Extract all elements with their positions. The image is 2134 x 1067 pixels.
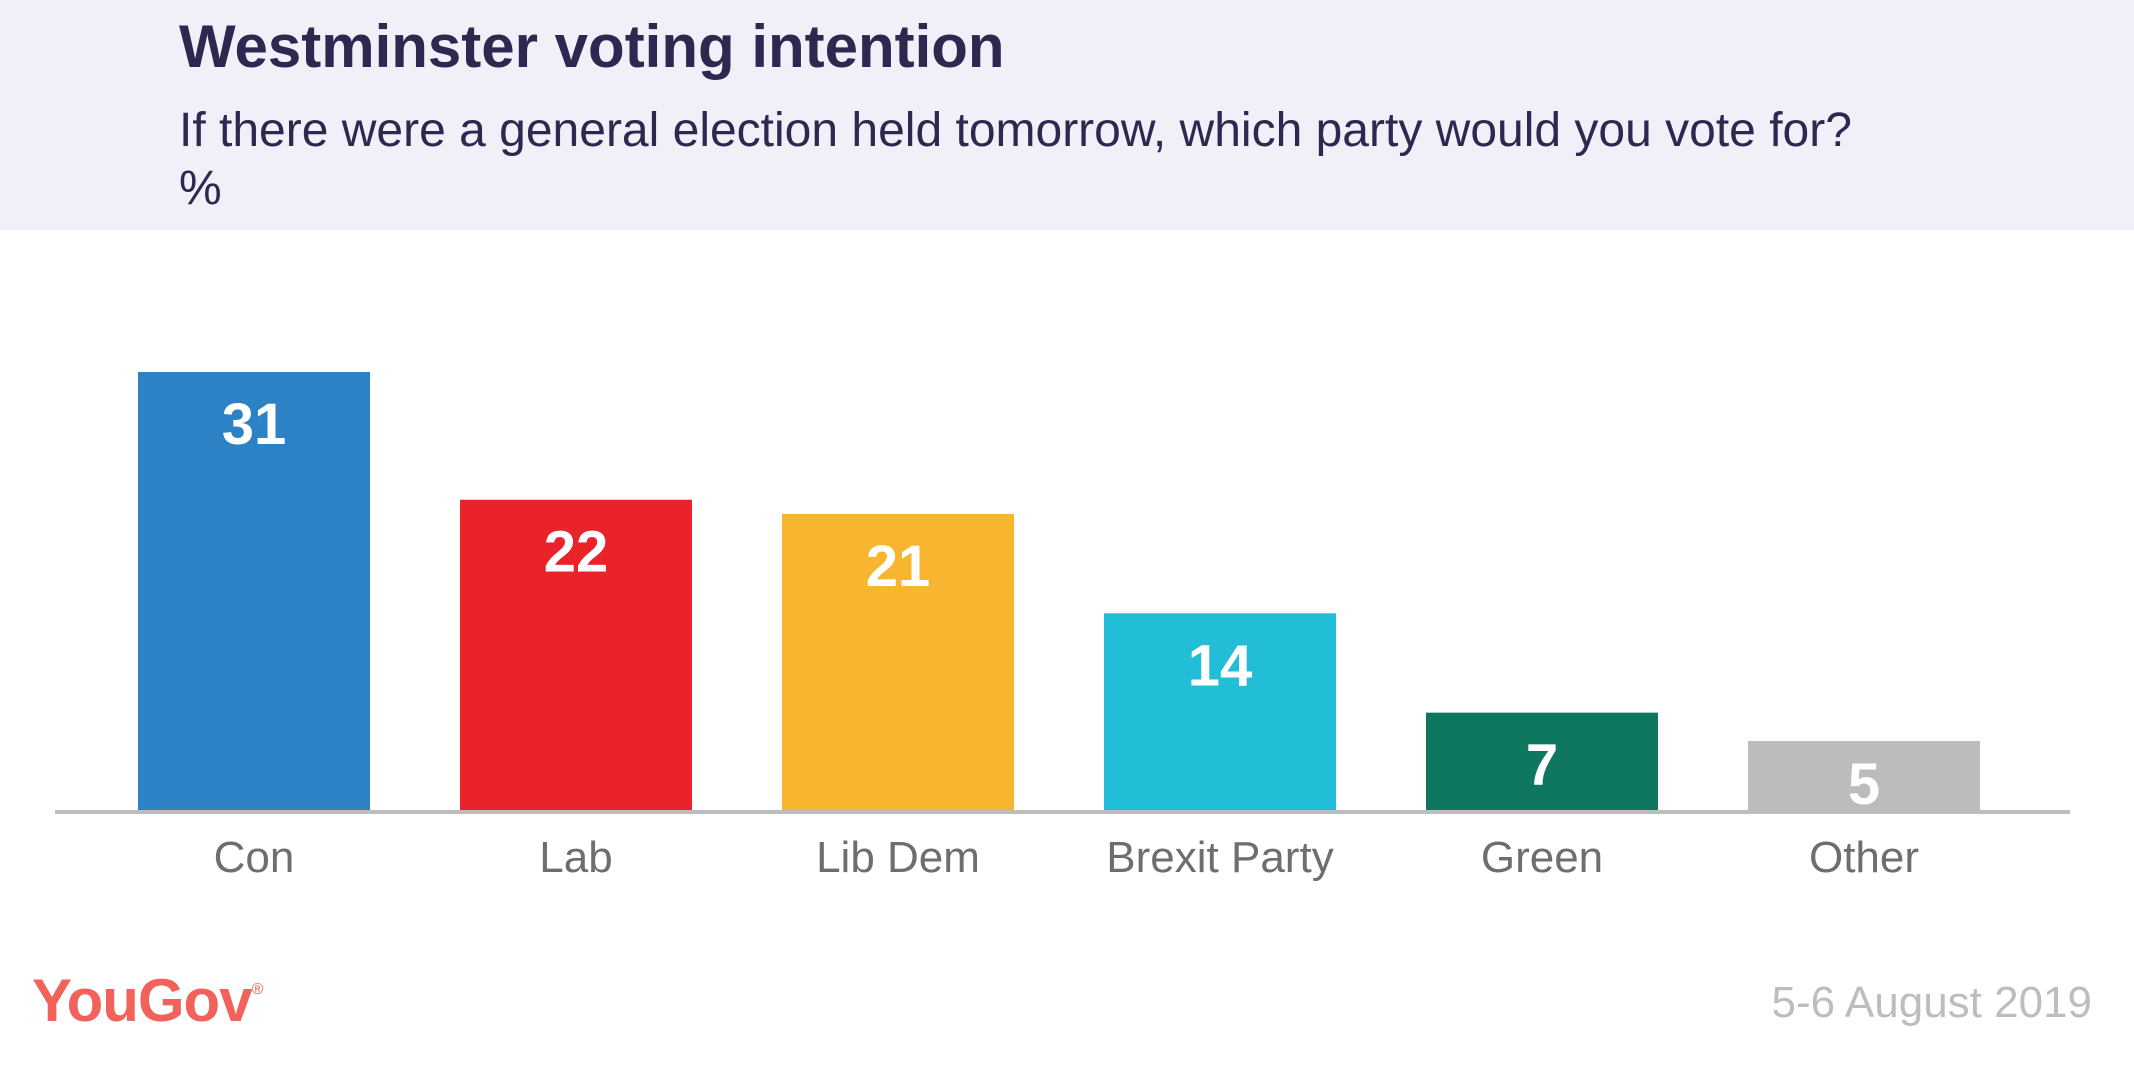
category-label: Other	[1809, 833, 1919, 882]
bar-con	[138, 372, 370, 812]
header-band: Westminster voting intention If there we…	[0, 0, 2134, 230]
registered-mark: ®	[251, 981, 264, 998]
data-label: 21	[866, 534, 931, 599]
data-label: 22	[544, 520, 609, 585]
category-label: Con	[214, 833, 295, 882]
bar-other	[1748, 741, 1980, 812]
category-label: Lab	[539, 833, 612, 882]
chart-subtitle: If there were a general election held to…	[179, 104, 1852, 215]
category-label: Brexit Party	[1106, 833, 1333, 882]
bar-green	[1426, 712, 1658, 812]
bar-lab	[460, 499, 692, 812]
category-label: Lib Dem	[816, 833, 980, 882]
data-label: 5	[1848, 752, 1880, 817]
category-label: Green	[1481, 833, 1603, 882]
data-label: 14	[1188, 633, 1253, 698]
bar-brexit-party	[1104, 613, 1336, 812]
data-label: 31	[222, 392, 287, 457]
yougov-logo: YouGov®	[32, 966, 264, 1035]
data-label: 7	[1526, 733, 1558, 798]
logo-text: YouGov	[32, 967, 253, 1034]
chart-title: Westminster voting intention	[179, 13, 1005, 80]
bar-chart: 31 Con 22 Lab 21 Lib Dem 14 Brexit Party 7 Green 5…	[55, 372, 2070, 882]
survey-date: 5-6 August 2019	[1771, 978, 2092, 1027]
bar-lib-dem	[782, 513, 1014, 812]
